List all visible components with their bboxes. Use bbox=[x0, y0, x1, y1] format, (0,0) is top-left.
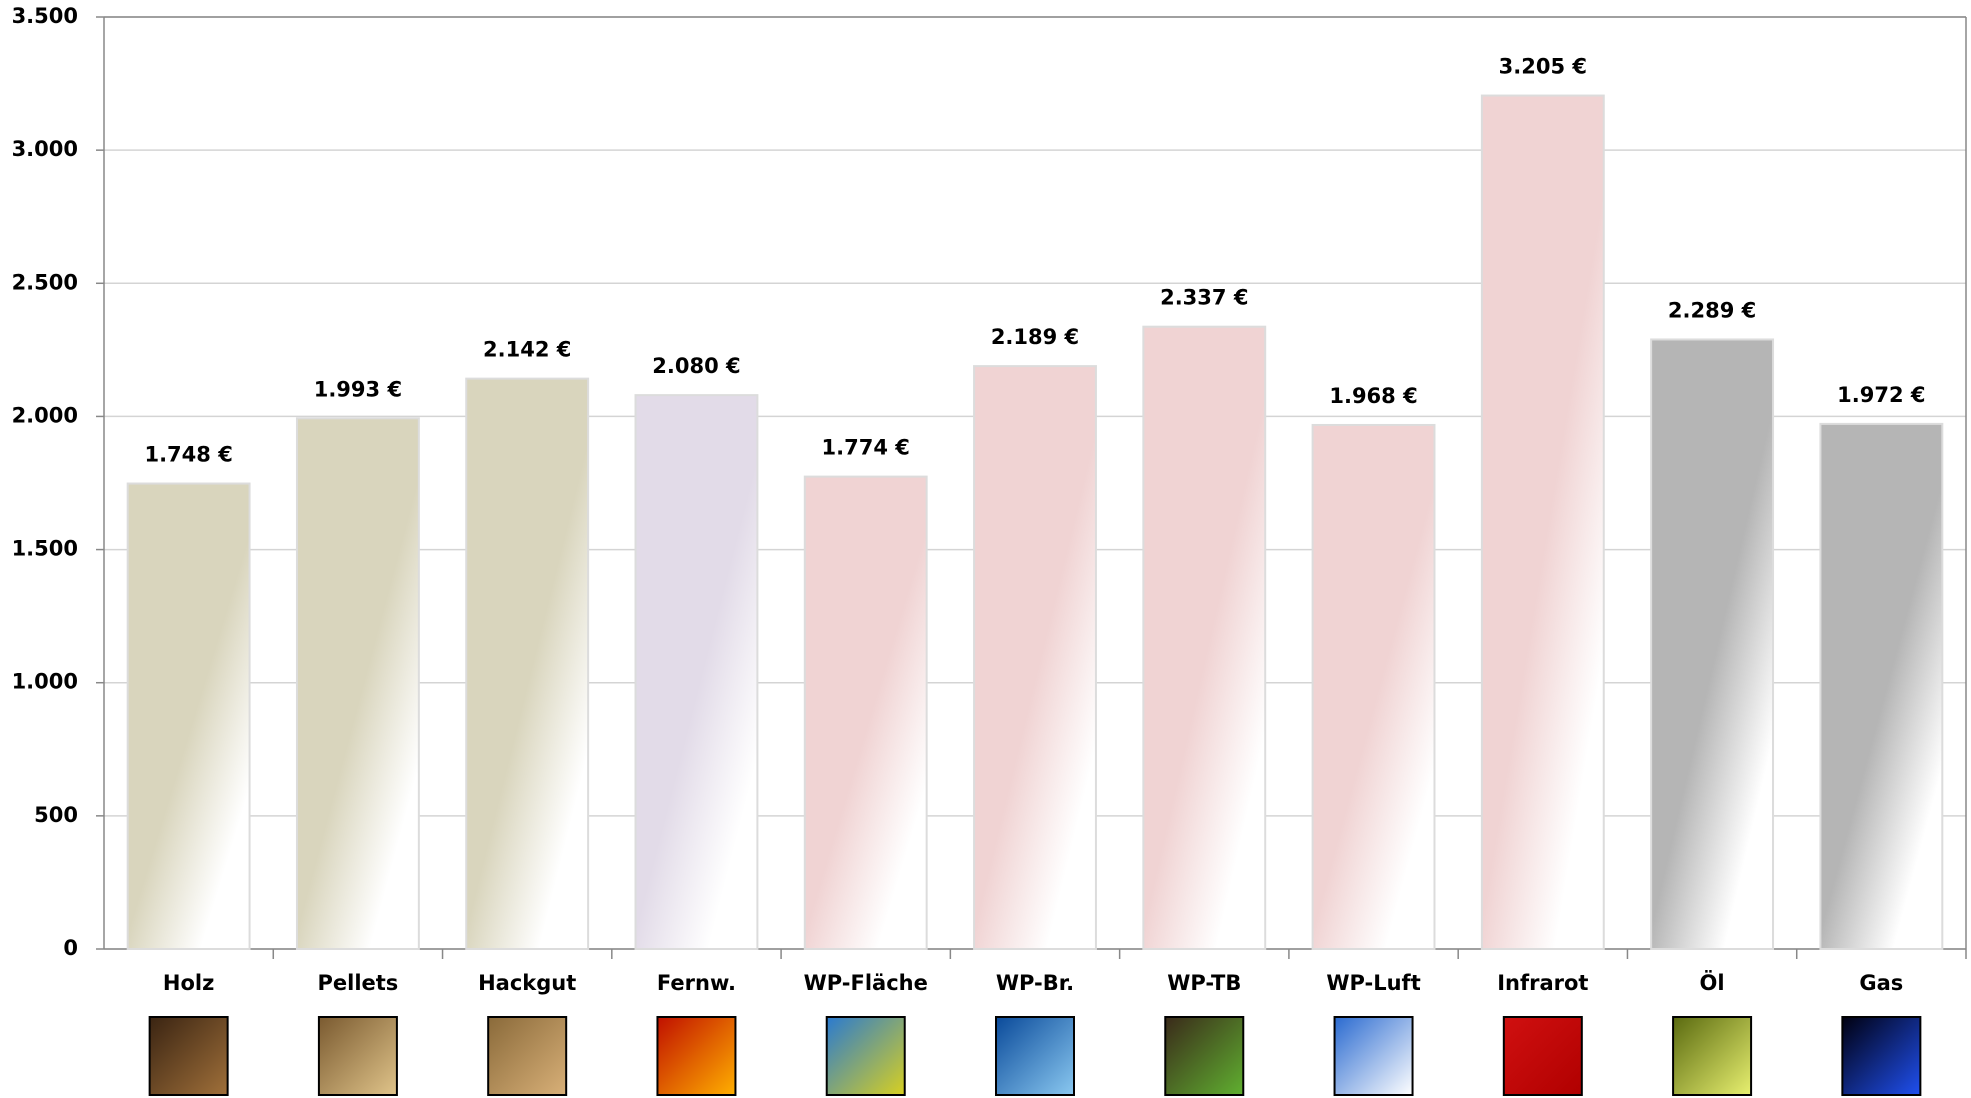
y-tick-label: 1.500 bbox=[12, 537, 78, 561]
icon bbox=[1502, 1016, 1583, 1096]
value-label: 1.993 € bbox=[314, 377, 402, 401]
bar bbox=[1480, 94, 1605, 951]
x-tick-label: Fernw. bbox=[657, 971, 736, 995]
value-label: 1.968 € bbox=[1329, 384, 1417, 408]
icon bbox=[1164, 1016, 1245, 1096]
y-tick-label: 3.500 bbox=[12, 4, 78, 28]
value-label: 2.289 € bbox=[1668, 298, 1756, 322]
bar bbox=[295, 417, 420, 951]
y-tick-label: 1.000 bbox=[12, 670, 78, 694]
x-tick-label: WP-Fläche bbox=[804, 971, 928, 995]
bar bbox=[1142, 325, 1267, 950]
value-label: 2.080 € bbox=[652, 354, 740, 378]
x-tick-label: Öl bbox=[1700, 970, 1725, 995]
bar bbox=[973, 365, 1097, 950]
bar bbox=[126, 482, 251, 950]
icon bbox=[995, 1016, 1075, 1096]
bar bbox=[465, 377, 590, 950]
icon bbox=[656, 1016, 737, 1096]
bar bbox=[803, 475, 928, 950]
value-label: 2.337 € bbox=[1160, 286, 1248, 310]
value-label: 1.972 € bbox=[1837, 383, 1925, 407]
x-tick-label: Hackgut bbox=[478, 971, 576, 995]
x-tick-label: WP-Br. bbox=[996, 971, 1074, 995]
icon bbox=[1841, 1016, 1922, 1096]
x-tick-label: Gas bbox=[1859, 971, 1903, 995]
x-tick-label: WP-TB bbox=[1167, 971, 1241, 995]
y-tick-label: 3.000 bbox=[12, 137, 78, 161]
bar bbox=[1311, 423, 1436, 950]
y-tick-label: 500 bbox=[34, 803, 78, 827]
icon bbox=[487, 1016, 568, 1096]
bar bbox=[1650, 338, 1775, 950]
icon bbox=[1672, 1016, 1753, 1096]
icon bbox=[317, 1016, 398, 1096]
bar bbox=[634, 394, 759, 950]
y-tick-label: 2.000 bbox=[12, 403, 78, 427]
icon bbox=[148, 1016, 229, 1096]
y-tick-label: 0 bbox=[63, 936, 78, 960]
value-label: 1.748 € bbox=[144, 443, 232, 467]
bar bbox=[1819, 422, 1944, 950]
value-label: 2.142 € bbox=[483, 338, 571, 362]
value-label: 3.205 € bbox=[1499, 55, 1587, 79]
icon bbox=[825, 1016, 906, 1096]
x-tick-label: WP-Luft bbox=[1326, 971, 1420, 995]
x-tick-label: Infrarot bbox=[1497, 971, 1588, 995]
icon bbox=[1333, 1016, 1414, 1096]
value-label: 1.774 € bbox=[822, 436, 910, 460]
x-tick-label: Holz bbox=[163, 971, 214, 995]
x-tick-label: Pellets bbox=[318, 971, 399, 995]
value-label: 2.189 € bbox=[991, 325, 1079, 349]
y-tick-label: 2.500 bbox=[12, 270, 78, 294]
